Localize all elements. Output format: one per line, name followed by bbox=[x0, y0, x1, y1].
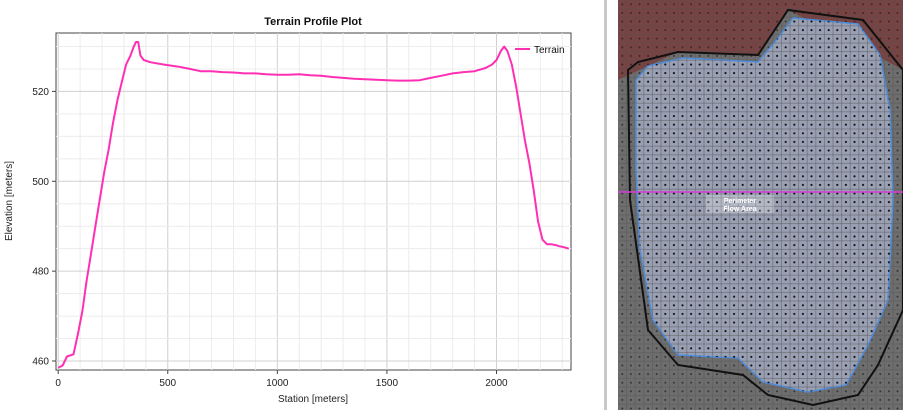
area-label-line2: Flow Area bbox=[723, 206, 756, 213]
map-canvas[interactable]: Perimeter Flow Area bbox=[618, 0, 903, 410]
y-axis-label: Elevation [meters] bbox=[4, 161, 15, 241]
chart-panel: Terrain Profile Plot 0 500 1000 1500 2000 460… bbox=[4, 16, 572, 405]
x-tick-label: 0 bbox=[55, 378, 61, 389]
terrain-series-line bbox=[57, 41, 570, 369]
y-tick-label: 460 bbox=[32, 357, 49, 368]
legend: Terrain bbox=[515, 45, 565, 56]
axis-ticks: 0 500 1000 1500 2000 460 480 500 520 bbox=[32, 87, 508, 389]
perimeter-boundary bbox=[626, 8, 903, 407]
area-label-box bbox=[706, 195, 774, 213]
area-label-line1: Perimeter bbox=[724, 198, 757, 205]
y-tick-label: 500 bbox=[32, 177, 49, 188]
x-tick-label: 1500 bbox=[376, 378, 399, 389]
x-tick-label: 2000 bbox=[485, 378, 508, 389]
y-tick-label: 520 bbox=[32, 87, 49, 98]
x-tick-label: 500 bbox=[159, 378, 176, 389]
panel-divider bbox=[604, 0, 607, 410]
x-tick-label: 1000 bbox=[266, 378, 289, 389]
map-view[interactable]: Perimeter Flow Area bbox=[618, 0, 903, 410]
flow-area-cell-grid bbox=[636, 18, 893, 392]
terrain-profile-chart: Terrain Profile Plot 0 500 1000 1500 2000 460… bbox=[4, 16, 572, 405]
chart-title: Terrain Profile Plot bbox=[264, 16, 362, 28]
legend-label-terrain: Terrain bbox=[534, 45, 565, 56]
x-axis-label: Station [meters] bbox=[278, 394, 348, 405]
plot-area bbox=[55, 32, 572, 371]
y-tick-label: 480 bbox=[32, 267, 49, 278]
